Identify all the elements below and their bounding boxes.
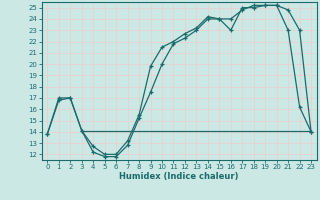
X-axis label: Humidex (Indice chaleur): Humidex (Indice chaleur) [119, 172, 239, 181]
